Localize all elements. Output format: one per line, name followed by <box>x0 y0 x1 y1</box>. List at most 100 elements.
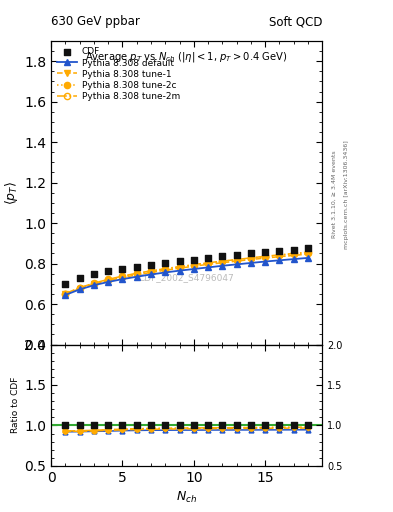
CDF <box>119 265 126 273</box>
Pythia 8.308 tune-2c <box>206 260 210 266</box>
Pythia 8.308 tune-2m <box>77 285 82 291</box>
CDF <box>290 245 297 253</box>
Pythia 8.308 tune-2m <box>120 273 125 279</box>
Pythia 8.308 tune-1 <box>306 251 310 257</box>
Point <box>148 421 154 430</box>
Pythia 8.308 tune-1 <box>248 257 253 263</box>
CDF <box>77 274 83 282</box>
CDF <box>262 248 268 256</box>
Pythia 8.308 tune-1 <box>163 267 168 273</box>
Point <box>290 421 297 430</box>
Pythia 8.308 tune-2c <box>191 262 196 268</box>
Pythia 8.308 tune-2m <box>277 252 282 258</box>
Line: Pythia 8.308 tune-1: Pythia 8.308 tune-1 <box>62 251 311 297</box>
CDF <box>248 249 254 258</box>
Pythia 8.308 tune-1 <box>92 281 96 287</box>
Pythia 8.308 default <box>277 257 282 263</box>
Pythia 8.308 tune-2m <box>220 258 225 264</box>
CDF <box>233 251 240 259</box>
Y-axis label: $\langle p_T \rangle$: $\langle p_T \rangle$ <box>3 181 20 205</box>
Legend: CDF, Pythia 8.308 default, Pythia 8.308 tune-1, Pythia 8.308 tune-2c, Pythia 8.3: CDF, Pythia 8.308 default, Pythia 8.308 … <box>55 46 182 103</box>
Pythia 8.308 default <box>191 266 196 272</box>
Pythia 8.308 tune-1 <box>177 265 182 271</box>
Pythia 8.308 default <box>306 255 310 261</box>
Text: Rivet 3.1.10, ≥ 3.4M events: Rivet 3.1.10, ≥ 3.4M events <box>332 151 337 239</box>
Pythia 8.308 tune-2c <box>291 251 296 257</box>
CDF <box>62 280 68 288</box>
Pythia 8.308 tune-1 <box>277 253 282 260</box>
Pythia 8.308 tune-2m <box>306 249 310 255</box>
Pythia 8.308 tune-1 <box>120 274 125 281</box>
CDF <box>105 267 111 275</box>
CDF <box>162 259 169 267</box>
Text: mcplots.cern.ch [arXiv:1306.3436]: mcplots.cern.ch [arXiv:1306.3436] <box>344 140 349 249</box>
Pythia 8.308 default <box>248 260 253 266</box>
CDF <box>205 254 211 262</box>
Pythia 8.308 default <box>149 271 153 278</box>
Pythia 8.308 tune-2c <box>77 285 82 291</box>
Pythia 8.308 tune-2c <box>306 249 310 255</box>
CDF <box>176 257 183 265</box>
Pythia 8.308 tune-2m <box>149 268 153 274</box>
Pythia 8.308 tune-2c <box>277 252 282 259</box>
Pythia 8.308 tune-2c <box>234 257 239 263</box>
Pythia 8.308 tune-2c <box>120 273 125 280</box>
Pythia 8.308 tune-1 <box>291 252 296 259</box>
Point <box>134 421 140 430</box>
Pythia 8.308 tune-2c <box>134 271 139 277</box>
Pythia 8.308 tune-2c <box>149 268 153 274</box>
Pythia 8.308 tune-2c <box>106 276 110 283</box>
Pythia 8.308 tune-1 <box>77 286 82 292</box>
Pythia 8.308 tune-2m <box>177 264 182 270</box>
Pythia 8.308 default <box>134 273 139 280</box>
Pythia 8.308 tune-2m <box>134 270 139 276</box>
CDF <box>91 270 97 278</box>
Point <box>191 421 197 430</box>
Point <box>176 421 183 430</box>
Text: Soft QCD: Soft QCD <box>269 15 322 28</box>
Pythia 8.308 tune-1 <box>220 260 225 266</box>
Pythia 8.308 default <box>163 269 168 275</box>
Point <box>105 421 111 430</box>
CDF <box>219 252 226 261</box>
Point <box>119 421 126 430</box>
Point <box>276 421 283 430</box>
Pythia 8.308 tune-1 <box>106 278 110 284</box>
Pythia 8.308 default <box>220 263 225 269</box>
Pythia 8.308 default <box>77 286 82 292</box>
Pythia 8.308 tune-1 <box>234 258 239 264</box>
Point <box>248 421 254 430</box>
Point <box>91 421 97 430</box>
Pythia 8.308 tune-2m <box>248 255 253 261</box>
Pythia 8.308 default <box>92 282 96 288</box>
Pythia 8.308 tune-1 <box>191 263 196 269</box>
Pythia 8.308 tune-2m <box>92 280 96 286</box>
Pythia 8.308 tune-2m <box>206 260 210 266</box>
Point <box>262 421 268 430</box>
Pythia 8.308 tune-2m <box>291 250 296 257</box>
Line: Pythia 8.308 default: Pythia 8.308 default <box>62 255 311 298</box>
Point <box>219 421 226 430</box>
Text: CDF_2002_S4796047: CDF_2002_S4796047 <box>139 273 235 282</box>
Pythia 8.308 default <box>177 268 182 274</box>
Pythia 8.308 tune-2c <box>63 291 68 297</box>
Line: Pythia 8.308 tune-2c: Pythia 8.308 tune-2c <box>62 249 311 297</box>
Pythia 8.308 default <box>63 292 68 298</box>
Pythia 8.308 default <box>106 279 110 285</box>
Pythia 8.308 default <box>206 264 210 270</box>
Pythia 8.308 default <box>291 256 296 262</box>
Point <box>205 421 211 430</box>
Pythia 8.308 tune-2c <box>163 266 168 272</box>
Pythia 8.308 tune-1 <box>63 291 68 297</box>
CDF <box>148 261 154 269</box>
Pythia 8.308 tune-2m <box>163 266 168 272</box>
Pythia 8.308 tune-2m <box>106 276 110 283</box>
Line: Pythia 8.308 tune-2m: Pythia 8.308 tune-2m <box>62 249 311 296</box>
Point <box>77 421 83 430</box>
Pythia 8.308 default <box>263 259 268 265</box>
Pythia 8.308 default <box>120 276 125 282</box>
Pythia 8.308 tune-2m <box>191 262 196 268</box>
Pythia 8.308 tune-1 <box>149 269 153 275</box>
Pythia 8.308 tune-1 <box>263 255 268 261</box>
Pythia 8.308 tune-2c <box>220 258 225 264</box>
